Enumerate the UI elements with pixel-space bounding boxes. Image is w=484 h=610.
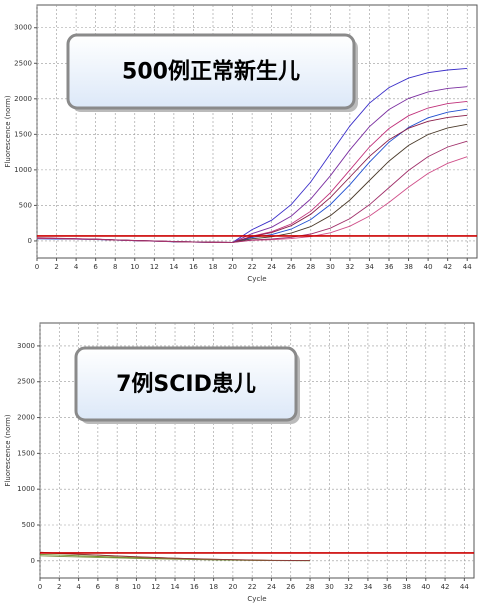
- x-tick-label: 20: [228, 583, 237, 591]
- x-tick-label: 8: [115, 583, 119, 591]
- y-tick-label: 2500: [14, 59, 32, 67]
- x-tick-label: 16: [189, 263, 198, 271]
- x-tick-label: 28: [306, 583, 315, 591]
- x-tick-label: 26: [287, 263, 296, 271]
- x-tick-label: 40: [421, 583, 430, 591]
- x-tick-label: 12: [150, 263, 159, 271]
- y-tick-label: 0: [28, 237, 32, 245]
- x-tick-label: 22: [248, 263, 257, 271]
- y-tick-label: 500: [19, 201, 32, 209]
- x-tick-label: 34: [365, 263, 374, 271]
- annotation-box: [66, 33, 356, 110]
- y-tick-label: 500: [22, 521, 35, 529]
- x-tick-label: 30: [326, 263, 335, 271]
- curve: [39, 551, 311, 562]
- x-tick-label: 36: [383, 583, 392, 591]
- x-tick-label: 6: [96, 583, 101, 591]
- y-tick-label: 1000: [14, 166, 32, 174]
- x-tick-label: 30: [325, 583, 334, 591]
- y-tick-label: 2500: [17, 378, 35, 386]
- x-tick-label: 18: [209, 583, 218, 591]
- y-tick-label: 3000: [14, 24, 32, 32]
- x-tick-label: 12: [151, 583, 160, 591]
- y-tick-label: 2000: [14, 95, 32, 103]
- x-tick-label: 2: [54, 263, 58, 271]
- x-tick-label: 6: [93, 263, 98, 271]
- x-tick-label: 8: [113, 263, 117, 271]
- x-tick-label: 28: [306, 263, 315, 271]
- x-tick-label: 22: [248, 583, 257, 591]
- y-tick-label: 2000: [17, 414, 35, 422]
- x-tick-label: 2: [57, 583, 61, 591]
- x-tick-label: 10: [132, 583, 141, 591]
- x-axis-label: Cycle: [247, 595, 266, 603]
- x-tick-label: 18: [209, 263, 218, 271]
- x-tick-label: 14: [171, 583, 180, 591]
- x-tick-label: 14: [169, 263, 178, 271]
- x-tick-label: 38: [402, 583, 411, 591]
- x-tick-label: 32: [345, 263, 354, 271]
- x-tick-label: 42: [443, 263, 452, 271]
- y-tick-label: 0: [31, 557, 35, 565]
- x-tick-label: 42: [441, 583, 450, 591]
- x-tick-label: 26: [286, 583, 295, 591]
- x-tick-label: 38: [404, 263, 413, 271]
- x-tick-label: 20: [228, 263, 237, 271]
- x-tick-label: 0: [38, 583, 42, 591]
- x-tick-label: 10: [130, 263, 139, 271]
- x-tick-label: 44: [463, 263, 472, 271]
- x-tick-label: 0: [35, 263, 39, 271]
- x-tick-label: 24: [267, 263, 276, 271]
- y-tick-label: 1000: [17, 485, 35, 493]
- x-tick-label: 4: [76, 583, 81, 591]
- x-tick-label: 24: [267, 583, 276, 591]
- x-tick-label: 40: [424, 263, 433, 271]
- x-tick-label: 36: [385, 263, 394, 271]
- y-tick-label: 1500: [14, 130, 32, 138]
- annotation-box: [74, 346, 298, 422]
- x-axis-label: Cycle: [247, 275, 266, 283]
- y-tick-label: 1500: [17, 449, 35, 457]
- x-tick-label: 44: [460, 583, 469, 591]
- y-axis-label: Fluorescence (norm): [4, 414, 12, 486]
- x-tick-label: 4: [74, 263, 79, 271]
- x-tick-label: 32: [344, 583, 353, 591]
- annotation-text: 7例SCID患儿: [116, 371, 256, 397]
- y-tick-label: 3000: [17, 342, 35, 350]
- y-axis-label: Fluorescence (norm): [4, 95, 12, 167]
- x-tick-label: 16: [190, 583, 199, 591]
- annotation-text: 500例正常新生儿: [122, 59, 300, 85]
- x-tick-label: 34: [363, 583, 372, 591]
- curve: [36, 140, 468, 243]
